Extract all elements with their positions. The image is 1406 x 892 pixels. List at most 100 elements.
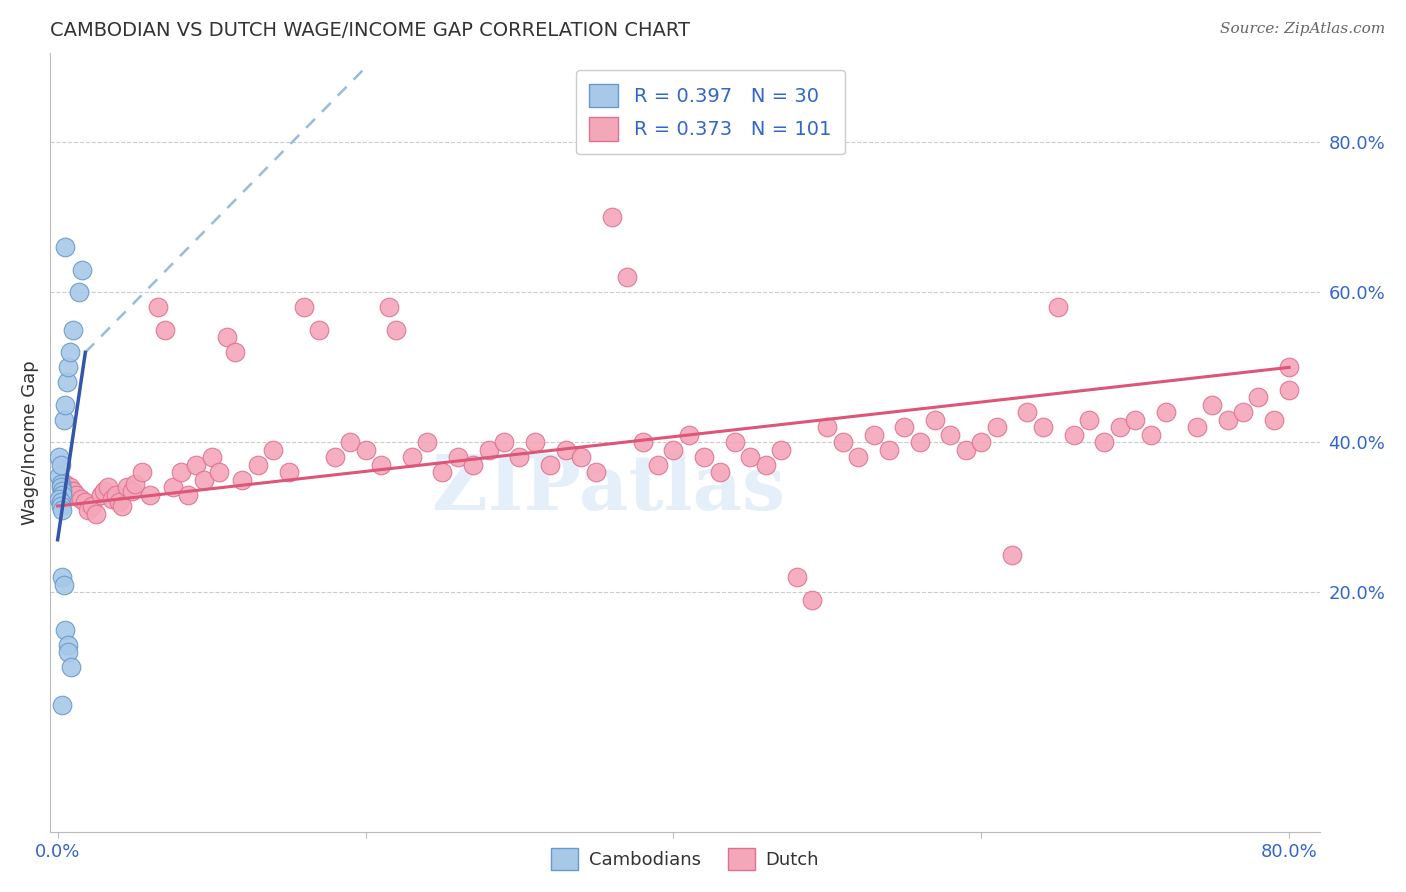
- Point: [554, 442, 576, 457]
- Point: [432, 465, 454, 479]
- Point: [1185, 420, 1208, 434]
- Point: [1078, 413, 1101, 427]
- Point: [100, 491, 122, 506]
- Point: [1139, 427, 1161, 442]
- Point: [48, 491, 70, 506]
- Point: [955, 442, 977, 457]
- Point: [51, 698, 73, 712]
- Point: [48, 450, 70, 465]
- Point: [52, 578, 75, 592]
- Point: [1216, 413, 1239, 427]
- Point: [1278, 383, 1301, 397]
- Point: [862, 427, 884, 442]
- Point: [939, 427, 962, 442]
- Point: [121, 483, 143, 498]
- Point: [693, 450, 716, 465]
- Point: [155, 323, 177, 337]
- Point: [463, 458, 485, 472]
- Point: [56, 376, 79, 390]
- Point: [52, 413, 75, 427]
- Point: [93, 483, 115, 498]
- Point: [49, 480, 72, 494]
- Point: [585, 465, 607, 479]
- Point: [292, 301, 315, 315]
- Point: [755, 458, 778, 472]
- Point: [385, 323, 408, 337]
- Point: [49, 499, 72, 513]
- Point: [59, 345, 82, 359]
- Point: [108, 495, 131, 509]
- Point: [62, 323, 84, 337]
- Point: [815, 420, 838, 434]
- Point: [1032, 420, 1054, 434]
- Point: [924, 413, 946, 427]
- Point: [177, 488, 200, 502]
- Point: [1047, 301, 1070, 315]
- Point: [115, 480, 138, 494]
- Point: [323, 450, 346, 465]
- Point: [1263, 413, 1285, 427]
- Point: [538, 458, 561, 472]
- Point: [970, 435, 993, 450]
- Text: CAMBODIAN VS DUTCH WAGE/INCOME GAP CORRELATION CHART: CAMBODIAN VS DUTCH WAGE/INCOME GAP CORRE…: [51, 21, 690, 40]
- Point: [662, 442, 685, 457]
- Point: [1001, 548, 1024, 562]
- Point: [146, 301, 169, 315]
- Point: [846, 450, 869, 465]
- Point: [97, 480, 120, 494]
- Point: [193, 473, 215, 487]
- Point: [740, 450, 762, 465]
- Point: [49, 495, 72, 509]
- Point: [65, 488, 87, 502]
- Point: [770, 442, 793, 457]
- Point: [215, 330, 238, 344]
- Point: [1278, 360, 1301, 375]
- Point: [786, 570, 808, 584]
- Point: [58, 645, 80, 659]
- Point: [75, 495, 97, 509]
- Text: Source: ZipAtlas.com: Source: ZipAtlas.com: [1219, 22, 1385, 37]
- Point: [62, 483, 84, 498]
- Point: [53, 240, 76, 254]
- Legend: Cambodians, Dutch: Cambodians, Dutch: [544, 841, 827, 878]
- Point: [494, 435, 516, 450]
- Point: [447, 450, 470, 465]
- Point: [58, 638, 80, 652]
- Point: [131, 465, 153, 479]
- Point: [49, 458, 72, 472]
- Point: [231, 473, 253, 487]
- Point: [84, 507, 107, 521]
- Point: [1232, 405, 1254, 419]
- Point: [51, 483, 73, 498]
- Point: [111, 499, 134, 513]
- Y-axis label: Wage/Income Gap: Wage/Income Gap: [21, 360, 39, 524]
- Point: [53, 623, 76, 637]
- Point: [569, 450, 592, 465]
- Point: [51, 502, 73, 516]
- Point: [90, 488, 112, 502]
- Point: [616, 270, 638, 285]
- Point: [709, 465, 731, 479]
- Point: [1123, 413, 1146, 427]
- Point: [58, 360, 80, 375]
- Point: [48, 469, 70, 483]
- Point: [124, 476, 146, 491]
- Text: ZIPat​las: ZIPat​las: [432, 452, 786, 526]
- Point: [478, 442, 501, 457]
- Point: [170, 465, 193, 479]
- Point: [208, 465, 231, 479]
- Point: [162, 480, 184, 494]
- Point: [67, 285, 90, 300]
- Point: [72, 263, 94, 277]
- Point: [59, 480, 82, 494]
- Point: [508, 450, 530, 465]
- Point: [339, 435, 361, 450]
- Point: [200, 450, 222, 465]
- Point: [139, 488, 162, 502]
- Point: [246, 458, 269, 472]
- Point: [186, 458, 208, 472]
- Point: [69, 491, 91, 506]
- Point: [523, 435, 546, 450]
- Point: [377, 301, 399, 315]
- Point: [877, 442, 900, 457]
